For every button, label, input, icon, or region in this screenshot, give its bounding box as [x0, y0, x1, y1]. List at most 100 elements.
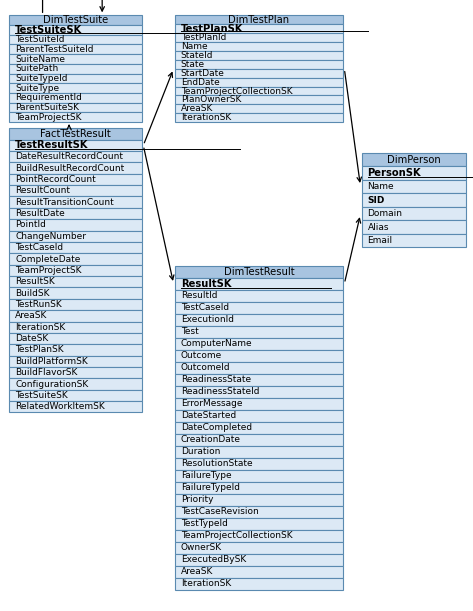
Bar — [9, 367, 142, 378]
Text: Outcome: Outcome — [181, 351, 222, 360]
Bar — [175, 290, 343, 302]
Bar — [9, 321, 142, 333]
Text: Domain: Domain — [368, 209, 403, 218]
Text: DimTestResult: DimTestResult — [224, 267, 294, 277]
Bar — [175, 338, 343, 349]
Bar — [175, 60, 343, 68]
Text: ResultId: ResultId — [181, 291, 217, 300]
Bar — [9, 230, 142, 242]
Bar — [9, 254, 142, 265]
Bar — [9, 356, 142, 367]
Bar — [175, 577, 343, 590]
Bar — [175, 554, 343, 566]
Bar — [175, 470, 343, 481]
Bar — [9, 265, 142, 276]
Text: ConfigurationSK: ConfigurationSK — [15, 379, 88, 389]
Text: Name: Name — [368, 182, 394, 191]
Text: TestPlanSK: TestPlanSK — [15, 345, 64, 354]
Text: BuildPlatformSK: BuildPlatformSK — [15, 357, 88, 366]
Bar — [175, 42, 343, 51]
Bar — [362, 221, 466, 234]
Text: ExecutionId: ExecutionId — [181, 315, 234, 324]
Bar — [9, 390, 142, 401]
Text: TestSuiteSK: TestSuiteSK — [15, 391, 68, 400]
Text: RequirementId: RequirementId — [15, 93, 82, 103]
Text: FailureType: FailureType — [181, 471, 231, 480]
Bar — [175, 530, 343, 541]
Bar — [9, 287, 142, 299]
Text: TestCaseId: TestCaseId — [181, 303, 229, 312]
Text: ReadinessStateId: ReadinessStateId — [181, 387, 259, 396]
Text: ResolutionState: ResolutionState — [181, 459, 252, 468]
Bar — [9, 25, 142, 35]
Text: Test: Test — [181, 327, 199, 336]
Text: ComputerName: ComputerName — [181, 339, 252, 348]
Text: TestCaseRevision: TestCaseRevision — [181, 507, 258, 516]
Bar — [175, 386, 343, 398]
Bar — [9, 197, 142, 208]
Bar — [175, 362, 343, 374]
Text: DateCompleted: DateCompleted — [181, 423, 252, 432]
Text: OutcomeId: OutcomeId — [181, 363, 230, 372]
Bar — [9, 208, 142, 219]
Text: TestRunSK: TestRunSK — [15, 300, 62, 309]
Bar — [9, 333, 142, 344]
Text: DateResultRecordCount: DateResultRecordCount — [15, 152, 123, 161]
Text: AreaSK: AreaSK — [15, 312, 47, 320]
Text: StateId: StateId — [181, 51, 213, 60]
Bar — [175, 95, 343, 104]
Text: PointRecordCount: PointRecordCount — [15, 175, 96, 184]
Bar — [175, 278, 343, 290]
Text: State: State — [181, 60, 205, 69]
Bar — [175, 445, 343, 458]
Bar — [9, 163, 142, 174]
Text: DateStarted: DateStarted — [181, 411, 236, 420]
Text: TeamProjectSK: TeamProjectSK — [15, 266, 82, 275]
Bar — [362, 207, 466, 221]
Bar — [9, 151, 142, 163]
Text: PointId: PointId — [15, 221, 46, 229]
Bar — [175, 398, 343, 410]
Text: RelatedWorkItemSK: RelatedWorkItemSK — [15, 402, 105, 411]
Text: TestTypeId: TestTypeId — [181, 519, 228, 528]
Bar — [9, 242, 142, 254]
Text: TeamProjectSK: TeamProjectSK — [15, 113, 82, 122]
Text: Alias: Alias — [368, 222, 389, 232]
Bar — [175, 349, 343, 362]
Text: StartDate: StartDate — [181, 68, 225, 78]
Text: TestResultSK: TestResultSK — [15, 141, 88, 150]
Bar — [362, 153, 466, 166]
Bar — [9, 299, 142, 310]
Text: SuiteName: SuiteName — [15, 54, 65, 64]
Text: OwnerSK: OwnerSK — [181, 543, 222, 552]
Text: CreationDate: CreationDate — [181, 435, 241, 444]
Bar — [9, 83, 142, 93]
Text: ResultSK: ResultSK — [15, 277, 55, 286]
Text: EndDate: EndDate — [181, 78, 219, 87]
Bar — [175, 410, 343, 422]
Bar — [9, 276, 142, 287]
Bar — [175, 266, 343, 278]
Text: SuiteTypeId: SuiteTypeId — [15, 74, 68, 83]
Text: PersonSK: PersonSK — [368, 168, 421, 178]
Bar — [175, 541, 343, 554]
Bar — [175, 104, 343, 113]
Bar — [175, 566, 343, 577]
Text: SuiteType: SuiteType — [15, 84, 59, 93]
Text: SuitePath: SuitePath — [15, 64, 58, 73]
Bar — [9, 93, 142, 103]
Text: IterationSK: IterationSK — [15, 323, 65, 332]
Bar — [175, 33, 343, 42]
Text: TeamProjectCollectionSK: TeamProjectCollectionSK — [181, 87, 292, 95]
Bar — [9, 310, 142, 321]
Bar — [175, 87, 343, 95]
Text: TestCaseId: TestCaseId — [15, 243, 63, 252]
Text: FactTestResult: FactTestResult — [40, 129, 111, 139]
Text: BuildFlavorSK: BuildFlavorSK — [15, 368, 78, 377]
Text: PlanOwnerSK: PlanOwnerSK — [181, 95, 241, 104]
Bar — [9, 54, 142, 64]
Bar — [362, 166, 466, 180]
Text: TestPlanId: TestPlanId — [181, 33, 226, 42]
Bar — [175, 51, 343, 60]
Bar — [175, 422, 343, 434]
